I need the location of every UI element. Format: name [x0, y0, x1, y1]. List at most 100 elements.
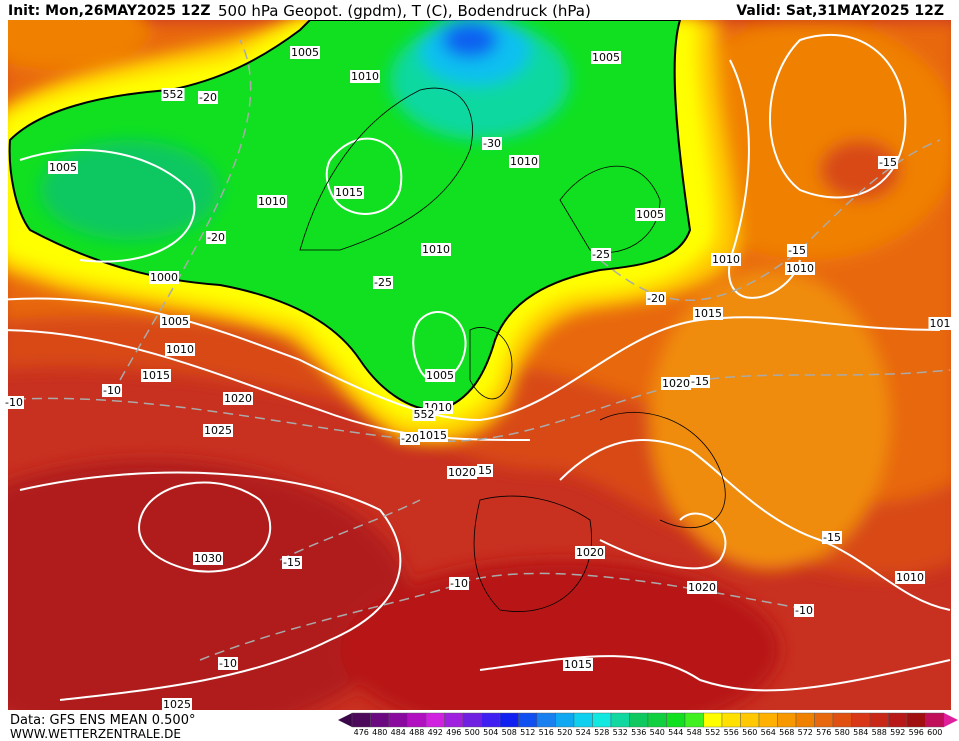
map-label-box [895, 571, 925, 584]
color-legend: 476 480 484 488 492 496 500 504 508 512 516 520 524 5… [338, 712, 958, 737]
map-label-box [482, 137, 502, 150]
map-label: 1010 [510, 155, 538, 168]
map-label: 101 [930, 317, 951, 330]
valid-time: Valid: Sat,31MAY2025 12Z [736, 3, 944, 19]
map-label-box [563, 658, 593, 671]
legend-tick-label: 488 [409, 728, 424, 737]
legend-swatch [758, 712, 778, 728]
map-label-box [822, 531, 842, 544]
map-label: 552 [163, 88, 184, 101]
map-label: 1020 [224, 392, 252, 405]
map-label-box [334, 186, 364, 199]
map-label-box [161, 88, 185, 101]
legend-swatch [684, 712, 704, 728]
map-label-box [412, 408, 436, 421]
legend-swatch [740, 712, 760, 728]
legend-swatch [832, 712, 852, 728]
legend-tick-label: 524 [576, 728, 591, 737]
legend-tick-label: 556 [724, 728, 739, 737]
map-label-box [787, 244, 807, 257]
map-label: 1010 [258, 195, 286, 208]
legend-tick-label: 480 [372, 728, 387, 737]
map-label-box [418, 429, 448, 442]
legend-swatch [629, 712, 649, 728]
map-label-box [149, 271, 179, 284]
map-label-box [575, 546, 605, 559]
legend-swatch [573, 712, 593, 728]
init-time: Init: Mon,26MAY2025 12Z [8, 3, 211, 19]
legend-tick-label: 516 [539, 728, 554, 737]
site: WWW.WETTERZENTRALE.DE [10, 727, 181, 741]
map-label: -15 [823, 531, 841, 544]
map-label-box [690, 375, 710, 388]
legend-swatch [777, 712, 797, 728]
map-label-box [421, 243, 451, 256]
map-label: -15 [879, 156, 897, 169]
map-label-box [257, 195, 287, 208]
legend-tick-label: 560 [742, 728, 757, 737]
map-label: -15 [788, 244, 806, 257]
map-label-box [711, 253, 741, 266]
map-label-box [193, 552, 223, 565]
legend-tick-label: 504 [483, 728, 498, 737]
map-label-box [447, 466, 477, 479]
map-label-box [48, 161, 78, 174]
legend-tick-label: 536 [631, 728, 646, 737]
map-label: 1000 [150, 271, 178, 284]
legend-swatch [869, 712, 889, 728]
map-label-box [477, 464, 493, 477]
map-label: 1020 [662, 377, 690, 390]
legend-arrow-right [944, 713, 958, 727]
map-label: -20 [647, 292, 665, 305]
legend-swatch [425, 712, 445, 728]
map-label-box [687, 581, 717, 594]
map-label-box [785, 262, 815, 275]
coastlines [299, 87, 726, 612]
isobars [8, 33, 951, 701]
map-label-box [102, 384, 122, 397]
legend-swatch [462, 712, 482, 728]
map-label-box [141, 369, 171, 382]
legend-tick-label: 528 [594, 728, 609, 737]
map-label: 15 [478, 464, 492, 477]
map-label: -10 [5, 396, 23, 409]
map-label: 1020 [448, 466, 476, 479]
legend-swatch [444, 712, 464, 728]
map-label: 552 [414, 408, 435, 421]
map-label: -10 [103, 384, 121, 397]
data-source: Data: GFS ENS MEAN 0.500° [10, 713, 195, 728]
map-label: 1020 [688, 581, 716, 594]
legend-tick-label: 544 [668, 728, 683, 737]
map-label: 1005 [636, 208, 664, 221]
map-label: -20 [401, 432, 419, 445]
map-label: -20 [207, 231, 225, 244]
legend-tick-label: 552 [705, 728, 720, 737]
legend-tick-label: 580 [835, 728, 850, 737]
legend-arrow-left [338, 713, 352, 727]
legend-swatch [555, 712, 575, 728]
legend-tick-label: 568 [779, 728, 794, 737]
map-label-box [160, 315, 190, 328]
map-label-box [218, 657, 238, 670]
map-label-box [400, 432, 420, 445]
map-label: -10 [795, 604, 813, 617]
legend-tick-label: 492 [428, 728, 443, 737]
map-label-box [591, 51, 621, 64]
legend-swatch [703, 712, 723, 728]
map-label-box [449, 577, 469, 590]
map-label-box [693, 307, 723, 320]
map-label: 1015 [694, 307, 722, 320]
legend-swatch [610, 712, 630, 728]
map-label-box [350, 70, 380, 83]
map-label-box [878, 156, 898, 169]
legend-tick-label: 520 [557, 728, 572, 737]
legend-swatch [370, 712, 390, 728]
legend-tick-label: 484 [391, 728, 406, 737]
legend-tick-label: 572 [798, 728, 813, 737]
map-label: -10 [219, 657, 237, 670]
map-label-box [425, 369, 455, 382]
legend-swatch [888, 712, 908, 728]
legend-tick-label: 576 [816, 728, 831, 737]
legend-swatch [666, 712, 686, 728]
map-label: 1010 [351, 70, 379, 83]
